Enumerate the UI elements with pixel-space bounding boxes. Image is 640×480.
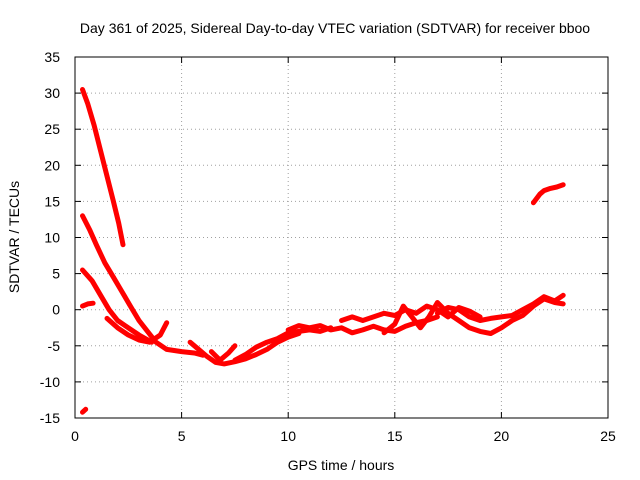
y-tick-label: 35 — [44, 49, 60, 65]
series-trace-4 — [80, 300, 96, 309]
y-tick-label: -15 — [40, 410, 60, 426]
y-tick-label: 10 — [44, 230, 60, 246]
series-trace-1 — [80, 87, 126, 248]
y-axis-label: SDTVAR / TECUs — [6, 181, 22, 293]
series-trace-5 — [80, 406, 89, 415]
y-tick-label: 30 — [44, 85, 60, 101]
y-tick-label: -10 — [40, 374, 60, 390]
chart-title: Day 361 of 2025, Sidereal Day-to-day VTE… — [80, 20, 590, 36]
series-trace-2 — [80, 213, 206, 358]
y-tick-label: -5 — [48, 338, 61, 354]
series-trace-10 — [285, 314, 440, 336]
x-axis-label: GPS time / hours — [288, 457, 395, 473]
series-trace-7 — [187, 331, 302, 367]
y-axis-ticks: -15 -10 -5 0 5 10 15 20 25 30 35 — [40, 49, 608, 426]
x-tick-label: 25 — [600, 428, 616, 444]
x-tick-label: 15 — [387, 428, 403, 444]
y-tick-label: 5 — [52, 266, 60, 282]
data-series — [80, 87, 566, 415]
y-tick-label: 25 — [44, 121, 60, 137]
series-trace-8 — [208, 343, 238, 363]
x-tick-label: 5 — [178, 428, 186, 444]
series-trace-6 — [104, 315, 170, 345]
x-axis-ticks: 0 5 10 15 20 25 — [71, 57, 616, 444]
plot-frame — [74, 56, 609, 419]
x-tick-label: 0 — [71, 428, 79, 444]
y-tick-label: 0 — [52, 302, 60, 318]
y-tick-label: 15 — [44, 193, 60, 209]
series-trace-3 — [80, 267, 155, 345]
grid-lines — [75, 57, 608, 418]
x-tick-label: 10 — [280, 428, 296, 444]
series-trace-9 — [232, 325, 334, 363]
series-trace-14 — [530, 182, 566, 206]
series-trace-13 — [434, 292, 566, 323]
y-tick-label: 20 — [44, 157, 60, 173]
x-tick-label: 20 — [494, 428, 510, 444]
